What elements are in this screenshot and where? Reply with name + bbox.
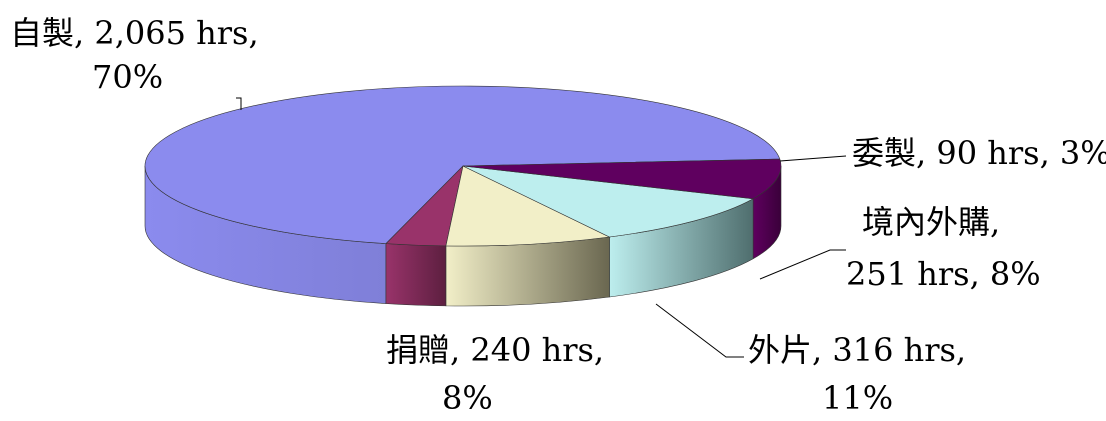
pie-side-2-2 [445, 236, 610, 307]
leader-line-2 [759, 249, 846, 280]
data-label-3-0: 外片, 316 hrs, [748, 331, 966, 369]
pie-slice-3 [462, 165, 755, 238]
pie-slice-0 [144, 85, 781, 244]
data-label-4-1: 8% [442, 379, 493, 417]
data-label-2-1: 251 hrs, 8% [846, 255, 1041, 293]
leader-line-1 [779, 155, 847, 162]
data-label-4-0: 捐贈, 240 hrs, [386, 331, 604, 369]
pie-slice-2 [445, 165, 611, 247]
pie-side-1-4 [385, 243, 447, 307]
leader-line-3 [655, 303, 744, 358]
data-label-2-0: 境內外購, [862, 203, 1000, 241]
leader-line-0 [236, 97, 242, 110]
data-label-0-1: 70% [92, 58, 163, 96]
data-label-3-1: 11% [822, 379, 893, 417]
data-label-0-0: 自製, 2,065 hrs, [10, 14, 259, 52]
data-label-1-0: 委製, 90 hrs, 3% [852, 134, 1106, 172]
